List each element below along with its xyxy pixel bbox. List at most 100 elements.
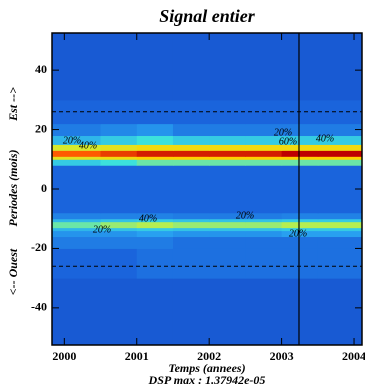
heat-cell bbox=[100, 221, 138, 229]
heat-cell bbox=[100, 227, 138, 232]
heat-cell bbox=[281, 144, 319, 151]
heat-cell bbox=[245, 123, 283, 137]
heat-cell bbox=[52, 212, 102, 220]
heat-cell bbox=[136, 278, 174, 346]
heat-cell bbox=[52, 144, 102, 151]
heat-cell bbox=[52, 159, 102, 166]
y-axis-label: <-- Ouest bbox=[6, 248, 20, 295]
heat-cell bbox=[281, 159, 319, 166]
heat-cell bbox=[52, 221, 102, 229]
heat-cell bbox=[245, 165, 283, 190]
heat-cell bbox=[317, 221, 363, 229]
heat-cell bbox=[281, 33, 319, 101]
heat-cell bbox=[281, 278, 319, 346]
heat-cell bbox=[281, 123, 319, 137]
heat-cell bbox=[136, 227, 174, 232]
heat-cell bbox=[209, 221, 246, 229]
contour-label: 20% bbox=[289, 228, 307, 239]
heat-cell bbox=[136, 248, 174, 279]
heat-cell bbox=[245, 135, 283, 145]
heat-cell bbox=[209, 189, 246, 214]
heat-cell bbox=[281, 230, 319, 238]
heat-cell bbox=[136, 135, 174, 145]
x-tick-label: 2000 bbox=[52, 349, 76, 363]
heat-cell bbox=[245, 156, 283, 160]
heat-cell bbox=[245, 230, 283, 238]
heat-cell bbox=[317, 135, 363, 145]
heat-cell bbox=[245, 227, 283, 232]
heat-cell bbox=[172, 221, 210, 229]
heat-cell bbox=[136, 236, 174, 249]
heat-cell bbox=[281, 221, 319, 229]
heat-cell bbox=[100, 159, 138, 166]
heat-cell bbox=[281, 218, 319, 223]
heat-cell bbox=[172, 236, 210, 249]
heat-cell bbox=[317, 123, 363, 137]
heat-cell bbox=[317, 227, 363, 232]
heat-cell bbox=[317, 212, 363, 220]
heat-cell bbox=[245, 33, 283, 101]
heat-cell bbox=[245, 248, 283, 279]
heat-cell bbox=[100, 156, 138, 160]
heat-cell bbox=[245, 150, 283, 157]
x-tick-label: 2001 bbox=[125, 349, 149, 363]
chart-title: Signal entier bbox=[159, 6, 256, 26]
heat-cell bbox=[52, 165, 102, 190]
heat-cell bbox=[100, 278, 138, 346]
heat-cell bbox=[317, 33, 363, 101]
x-tick-label: 2002 bbox=[197, 349, 221, 363]
contour-label: 40% bbox=[79, 140, 97, 151]
heat-cell bbox=[172, 189, 210, 214]
heat-cell bbox=[52, 236, 102, 249]
heat-cell bbox=[172, 135, 210, 145]
heat-cell bbox=[136, 123, 174, 137]
heat-cell bbox=[172, 156, 210, 160]
heat-cell bbox=[52, 227, 102, 232]
heat-cell bbox=[136, 150, 174, 157]
heat-cell bbox=[209, 227, 246, 232]
heat-cell bbox=[209, 278, 246, 346]
heat-cell bbox=[209, 165, 246, 190]
heat-cell bbox=[100, 248, 138, 279]
heat-cell bbox=[52, 230, 102, 238]
y-tick-label: 20 bbox=[35, 121, 47, 135]
heat-cell bbox=[136, 165, 174, 190]
heat-cell bbox=[100, 236, 138, 249]
heat-cell bbox=[52, 278, 102, 346]
heat-cell bbox=[172, 212, 210, 220]
heat-cell bbox=[172, 227, 210, 232]
heat-cell bbox=[100, 218, 138, 223]
heat-cell bbox=[172, 144, 210, 151]
heat-cell bbox=[245, 159, 283, 166]
contour-label: 40% bbox=[139, 213, 157, 224]
heat-cell bbox=[317, 165, 363, 190]
heat-cell bbox=[281, 165, 319, 190]
heat-cell bbox=[100, 123, 138, 137]
heat-cell bbox=[245, 218, 283, 223]
heat-cell bbox=[209, 123, 246, 137]
heat-cell bbox=[281, 135, 319, 145]
heat-cell bbox=[245, 221, 283, 229]
heat-cell bbox=[317, 189, 363, 214]
heat-cell bbox=[136, 189, 174, 214]
heat-cell bbox=[52, 123, 102, 137]
heat-cell bbox=[52, 150, 102, 157]
contour-label: 40% bbox=[316, 133, 334, 144]
heat-cell bbox=[136, 156, 174, 160]
x-axis-label: Temps (annees) bbox=[168, 361, 245, 375]
heat-cell bbox=[317, 218, 363, 223]
contour-label: 20% bbox=[274, 127, 292, 138]
heat-cell bbox=[281, 189, 319, 214]
heat-cell bbox=[172, 248, 210, 279]
heat-cell bbox=[317, 159, 363, 166]
heat-cell bbox=[172, 165, 210, 190]
heat-cell bbox=[172, 150, 210, 157]
heat-cell bbox=[100, 212, 138, 220]
heat-cell bbox=[317, 236, 363, 249]
heat-cell bbox=[209, 150, 246, 157]
y-tick-label: -40 bbox=[31, 300, 47, 314]
heat-cell bbox=[281, 236, 319, 249]
heat-cell bbox=[172, 159, 210, 166]
heat-cell bbox=[209, 212, 246, 220]
